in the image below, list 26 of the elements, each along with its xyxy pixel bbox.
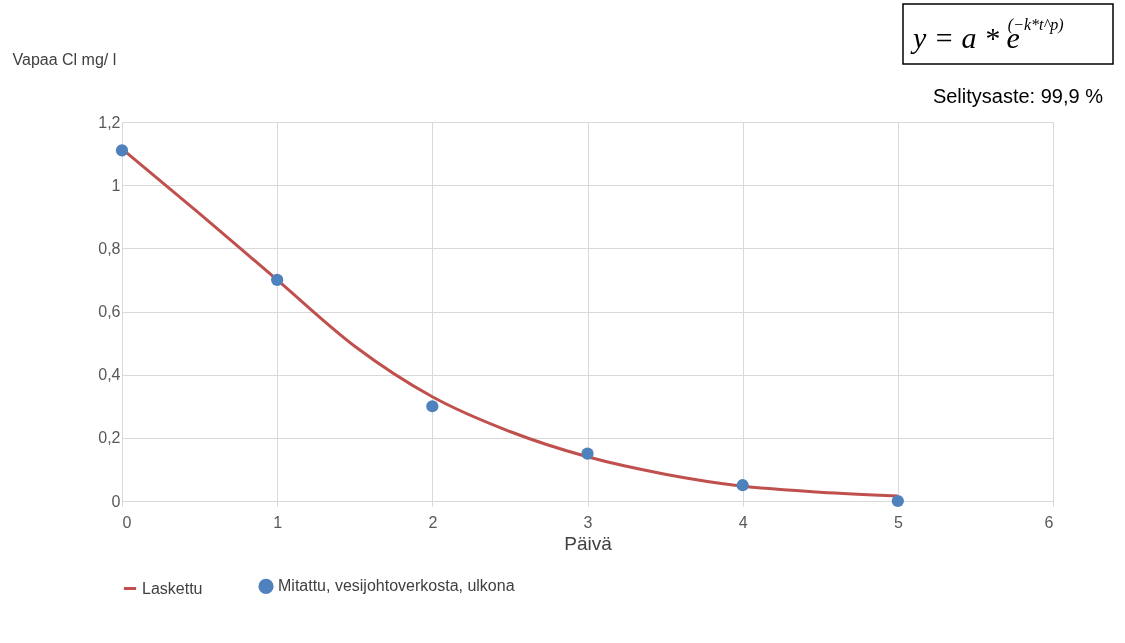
y-tick-label: 1 — [111, 176, 121, 194]
point — [115, 144, 129, 157]
x-tick-label: 3 — [583, 513, 593, 531]
x-tick-label: 5 — [893, 513, 903, 531]
text: Selitysaste: 99,9 % — [932, 85, 1104, 107]
y-tick-label: 0,2 — [98, 429, 121, 447]
text: y = a * e(−k*t^p) — [910, 16, 1064, 54]
y-tick-label: 0,8 — [98, 239, 121, 257]
legend-label: Laskettu — [142, 579, 203, 597]
x-tick-label: 6 — [1044, 513, 1054, 531]
y-axis-title: Vapaa Cl mg/ l — [12, 50, 117, 68]
x-tick-label: 0 — [122, 513, 132, 531]
y-tick-label: 1,2 — [98, 113, 121, 131]
y-tick-label: 0 — [111, 492, 121, 510]
point — [426, 400, 439, 413]
x-tick-label: 2 — [428, 513, 438, 531]
x-axis-title: Päivä — [564, 532, 613, 554]
x-tick-label: 4 — [738, 513, 748, 531]
point — [891, 494, 904, 508]
y-tick-label: 0,6 — [98, 303, 121, 320]
y-tick-label: 0,4 — [98, 366, 121, 384]
point — [271, 273, 284, 287]
x-tick-label: 1 — [273, 513, 283, 531]
point — [581, 447, 594, 460]
legend-label: Mitattu, vesijohtoverkosta, ulkona — [278, 577, 515, 595]
point — [736, 479, 749, 492]
